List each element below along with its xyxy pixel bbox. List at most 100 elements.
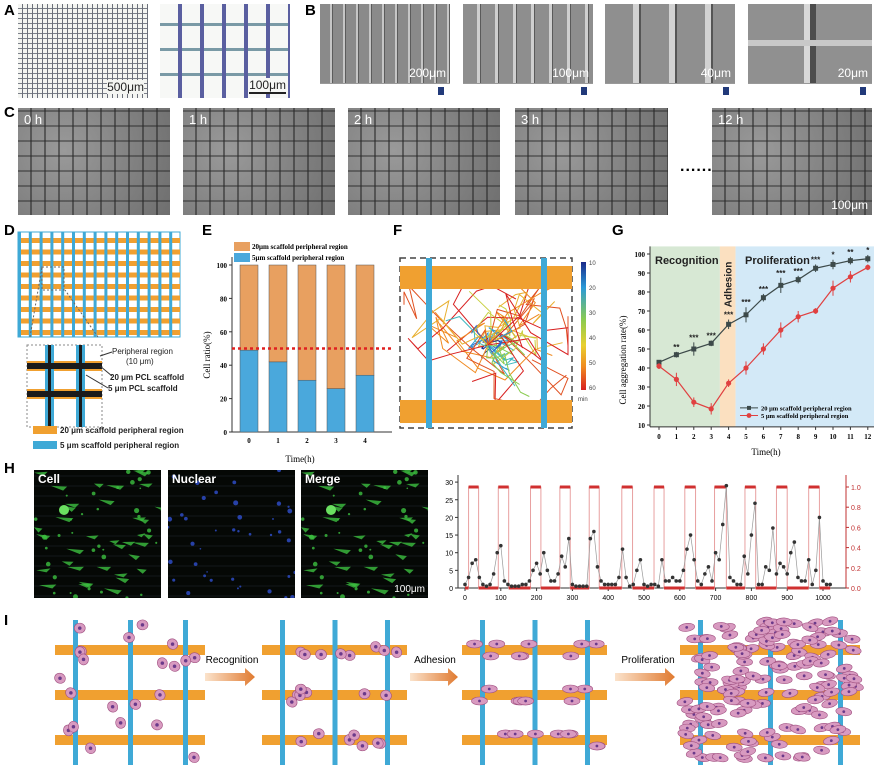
y-tick-label: 60 <box>220 329 228 337</box>
time-label: 1 h <box>189 112 208 127</box>
signal-point <box>663 579 668 583</box>
data-point <box>795 314 801 320</box>
cell-nucleus <box>814 698 817 702</box>
cell-nucleus <box>764 691 768 694</box>
stage-proliferation <box>676 616 864 765</box>
cell-signal <box>132 517 146 522</box>
colorbar-tick-label: 60 <box>589 386 596 392</box>
chart-g-aggregation: Time(h) Cell aggregation rate(%) Recogni… <box>618 246 874 457</box>
cell-nucleus <box>765 639 768 643</box>
cell-signal <box>203 574 207 578</box>
signal-point <box>606 582 610 587</box>
cell-signal <box>369 548 372 551</box>
y-tick-label: 80 <box>220 295 228 303</box>
signal-point <box>814 568 818 573</box>
x-tick-label: 1000 <box>815 595 831 602</box>
cell-signal <box>317 485 335 491</box>
x-tick-label: 12 <box>864 433 872 441</box>
data-point <box>813 265 819 271</box>
cell-signal <box>135 471 149 477</box>
cell-nucleus <box>765 731 769 734</box>
cell-signal <box>39 584 57 589</box>
pcl-5-label: 5 μm PCL scaffold <box>108 384 178 393</box>
cell-signal <box>180 513 184 517</box>
x-tick-label: 4 <box>363 437 367 445</box>
signal-point <box>538 572 542 576</box>
scaffold-5um <box>128 620 133 765</box>
x-tick-label: 300 <box>567 595 579 602</box>
cell-signal <box>363 507 367 511</box>
cell-nucleus <box>826 652 830 656</box>
scale-bar-label: 200μm <box>409 66 446 80</box>
signal-point <box>806 557 811 562</box>
cell-nucleus <box>763 756 767 760</box>
x-tick-label: 5 <box>744 433 748 441</box>
cell-signal <box>360 483 371 488</box>
legend-swatch-orange <box>33 426 57 434</box>
phase-label-adhesion: Adhesion <box>724 262 735 308</box>
cell-nucleus <box>852 677 856 681</box>
data-point <box>847 274 853 280</box>
x-tick-label: 1 <box>276 437 280 445</box>
signal-point <box>635 568 639 573</box>
cell-nucleus <box>836 728 840 732</box>
cell-nucleus <box>702 715 706 719</box>
data-point <box>743 312 749 318</box>
time-label: 12 h <box>718 112 744 127</box>
y-tick-label-left: 15 <box>445 533 453 540</box>
signal-point <box>495 550 500 555</box>
scaffold-20um-bottom <box>400 400 572 423</box>
cell-nucleus <box>719 624 723 628</box>
cell-signal <box>303 534 318 540</box>
scale-bar-label: 100μm <box>249 78 286 94</box>
cell-signal <box>345 583 359 588</box>
trajectory <box>487 293 569 356</box>
scaffold-5um-line <box>115 232 119 337</box>
cell-nucleus <box>732 745 736 749</box>
signal-point <box>824 582 829 587</box>
data-point <box>813 308 819 314</box>
scale-bar-label: 40μm <box>700 66 731 80</box>
cell-nucleus <box>290 700 294 704</box>
signal-point <box>674 579 679 583</box>
bar-20um <box>268 264 288 363</box>
trajectory <box>484 291 529 346</box>
time-label: 2 h <box>354 112 373 127</box>
cell-nucleus <box>570 699 574 703</box>
cell-nucleus <box>347 738 352 742</box>
cell-nucleus <box>685 625 689 629</box>
signal-point <box>763 565 768 569</box>
legend-label: 5μm scaffold peripheral region <box>252 254 344 262</box>
cell-nucleus <box>782 678 786 682</box>
y-tick-label: 90 <box>638 270 646 278</box>
x-tick-label: 500 <box>638 595 650 602</box>
x-tick-label: 7 <box>779 433 783 441</box>
cell-signal <box>393 470 398 474</box>
zoom-inset <box>26 266 113 428</box>
cell-nucleus <box>717 709 720 713</box>
scaffold-5um-line <box>147 232 151 337</box>
x-tick-label: 4 <box>727 433 731 441</box>
cell-signal <box>155 541 158 544</box>
signal-point <box>799 579 804 583</box>
signal-point <box>516 584 521 589</box>
signal-point <box>477 575 482 580</box>
cell-signal <box>97 544 101 548</box>
colorbar-tick-label: 20 <box>589 286 596 292</box>
signal-point <box>524 582 528 587</box>
stage-initial <box>54 619 205 765</box>
cell-nucleus <box>473 642 476 646</box>
y-tick-label: 10 <box>638 422 646 430</box>
significance-mark: ** <box>847 248 854 257</box>
cell-nucleus <box>851 648 855 652</box>
cell-signal <box>401 507 407 514</box>
cell-signal <box>172 578 176 582</box>
signal-point <box>567 536 571 541</box>
panel-label-c: C <box>4 104 15 121</box>
cell-signal <box>209 578 213 582</box>
cell-signal <box>233 500 239 506</box>
y-tick-label-right: 0.0 <box>851 586 861 593</box>
cell-signal <box>354 587 358 591</box>
signal-point <box>810 582 815 587</box>
cell-signal <box>136 568 147 574</box>
